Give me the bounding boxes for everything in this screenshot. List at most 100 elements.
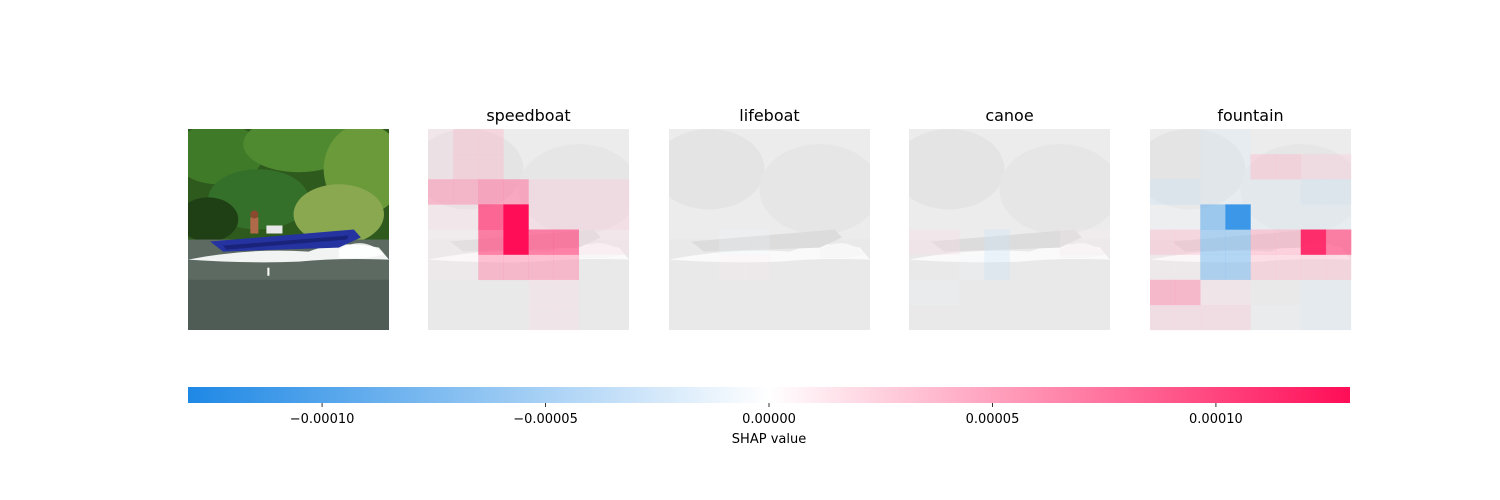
heatmap-cell xyxy=(1250,179,1276,205)
heatmap-cell xyxy=(1225,304,1251,331)
heatmap-cell xyxy=(1150,204,1176,230)
heatmap-cell xyxy=(528,279,554,306)
heatmap-cell xyxy=(1175,254,1201,281)
heatmap-cell xyxy=(1200,154,1226,180)
heatmap-cell xyxy=(1150,179,1176,205)
heatmap-cell xyxy=(1275,229,1302,255)
heatmap-canoe xyxy=(909,229,1111,306)
heatmap-cell xyxy=(578,229,605,255)
heatmap-cell xyxy=(1275,254,1302,281)
heatmap-cell xyxy=(1200,229,1226,255)
heatmap-cell xyxy=(1300,154,1327,180)
heatmap-cell xyxy=(478,154,504,180)
heatmap-cell xyxy=(719,229,745,255)
heatmap-cell xyxy=(984,254,1010,281)
heatmap-cell xyxy=(453,204,479,230)
heatmap-cell xyxy=(578,204,605,230)
heatmap-cell xyxy=(528,179,554,205)
heatmap-cell xyxy=(719,254,745,281)
heatmap-cell xyxy=(744,229,770,255)
heatmap-cell xyxy=(1084,229,1111,255)
heatmap-cell xyxy=(1250,154,1276,180)
panel-title-canoe: canoe xyxy=(985,106,1033,125)
heatmap-cell xyxy=(909,229,935,255)
heatmap-cell xyxy=(1300,254,1327,281)
heatmap-cell xyxy=(1200,279,1226,306)
heatmap-cell xyxy=(1225,204,1251,230)
heatmap-cell xyxy=(603,229,630,255)
heatmap-cell xyxy=(1225,129,1251,155)
heatmap-cell xyxy=(528,254,554,281)
heatmap-cell xyxy=(553,304,580,331)
heatmap-cell xyxy=(1300,229,1327,255)
shap-panel-canoe: canoe xyxy=(909,106,1111,330)
colorbar-tick-label: 0.00010 xyxy=(1189,412,1243,427)
colorbar-label: SHAP value xyxy=(732,432,806,447)
heatmap-cell xyxy=(428,179,454,205)
panel-title-speedboat: speedboat xyxy=(486,106,570,125)
heatmap-fountain xyxy=(1150,129,1352,331)
heatmap-cell xyxy=(1175,204,1201,230)
heatmap-cell xyxy=(428,204,454,230)
heatmap-lifeboat xyxy=(719,229,770,281)
heatmap-cell xyxy=(1200,204,1226,230)
heatmap-cell xyxy=(1059,229,1086,255)
heatmap-cell xyxy=(528,204,554,230)
heatmap-cell xyxy=(1250,254,1276,281)
heatmap-cell xyxy=(984,229,1010,255)
heatmap-cell xyxy=(478,254,504,281)
heatmap-cell xyxy=(503,254,529,281)
heatmap-cell xyxy=(1175,304,1201,331)
heatmap-cell xyxy=(453,229,479,255)
original-image-panel xyxy=(188,129,389,330)
heatmap-cell xyxy=(453,179,479,205)
colorbar: −0.00010 −0.00005 0.00000 0.00005 0.00010 SH… xyxy=(188,387,1350,447)
heatmap-cell xyxy=(934,229,960,255)
colorbar-tick-label: −0.00010 xyxy=(290,412,355,427)
heatmap-cell xyxy=(1325,179,1352,205)
heatmap-cell xyxy=(478,129,504,155)
heatmap-cell xyxy=(1325,254,1352,281)
colorbar-tick-label: 0.00005 xyxy=(966,412,1020,427)
heatmap-cell xyxy=(1175,279,1201,306)
heatmap-cell xyxy=(909,279,935,306)
heatmap-cell xyxy=(1200,129,1226,155)
heatmap-cell xyxy=(1225,279,1251,306)
heatmap-cell xyxy=(428,154,454,180)
heatmap-cell xyxy=(744,254,770,281)
heatmap-cell xyxy=(1300,179,1327,205)
heatmap-cell xyxy=(1225,179,1251,205)
heatmap-cell xyxy=(478,179,504,205)
heatmap-cell xyxy=(934,279,960,306)
heatmap-cell xyxy=(603,204,630,230)
heatmap-cell xyxy=(1300,304,1327,331)
heatmap-cell xyxy=(1325,204,1352,230)
heatmap-cell xyxy=(1175,179,1201,205)
heatmap-cell xyxy=(1225,154,1251,180)
heatmap-cell xyxy=(478,229,504,255)
heatmap-cell xyxy=(1250,229,1276,255)
heatmap-cell xyxy=(503,229,529,255)
heatmap-cell xyxy=(1275,204,1302,230)
colorbar-tick-label: 0.00000 xyxy=(742,412,796,427)
original-speedboat-image xyxy=(188,129,389,330)
heatmap-cell xyxy=(1300,279,1327,306)
heatmap-cell xyxy=(1175,229,1201,255)
heatmap-cell xyxy=(553,204,580,230)
heatmap-cell xyxy=(478,204,504,230)
heatmap-cell xyxy=(1200,254,1226,281)
heatmap-cell xyxy=(1225,254,1251,281)
heatmap-speedboat xyxy=(428,129,630,331)
heatmap-cell xyxy=(528,229,554,255)
heatmap-cell xyxy=(503,179,529,205)
heatmap-cell xyxy=(1325,229,1352,255)
heatmap-cell xyxy=(1275,154,1302,180)
heatmap-cell xyxy=(1275,179,1302,205)
heatmap-cell xyxy=(553,229,580,255)
heatmap-cell xyxy=(453,254,479,281)
heatmap-cell xyxy=(1250,204,1276,230)
heatmap-cell xyxy=(603,179,630,205)
heatmap-cell xyxy=(1225,229,1251,255)
heatmap-cell xyxy=(1150,279,1176,306)
heatmap-cell xyxy=(453,129,479,155)
